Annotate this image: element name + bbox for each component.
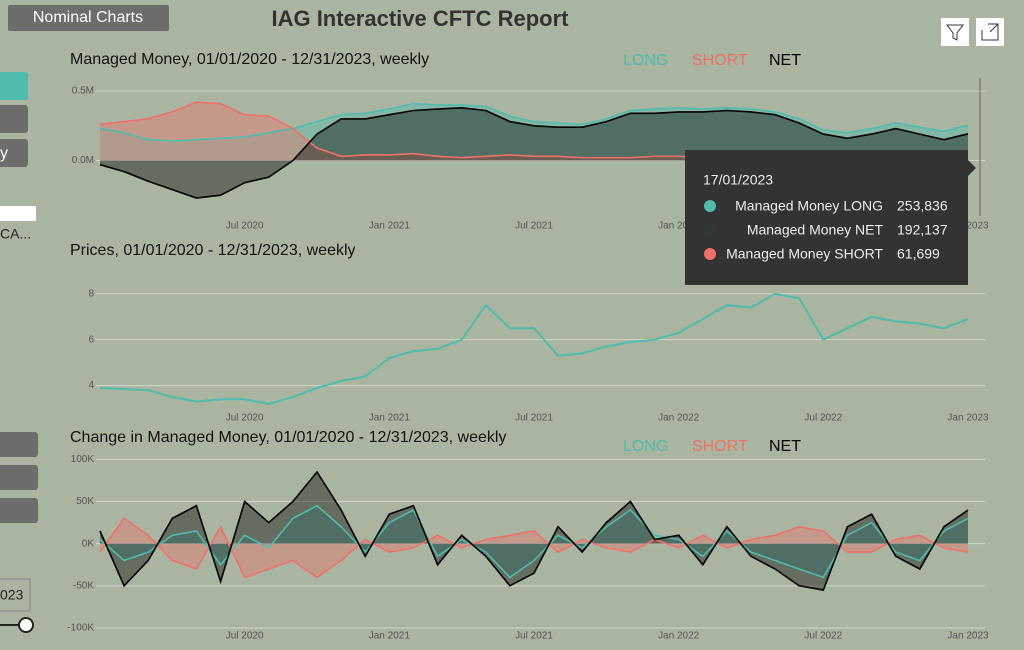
series-area: [100, 505, 968, 578]
tooltip-date: 17/01/2023: [703, 172, 773, 188]
sidebar-input[interactable]: [0, 206, 36, 221]
x-tick-label: Jan 2022: [658, 413, 700, 424]
y-tick-label: 0.0M: [72, 155, 94, 166]
x-tick-label: Jul 2021: [515, 631, 553, 642]
tooltip-dot: [704, 248, 716, 260]
y-tick-label: 0.5M: [72, 86, 94, 97]
x-tick-label: Jan 2021: [369, 631, 411, 642]
series-line: [99, 470, 969, 592]
filter-glyph: [946, 24, 964, 41]
tooltip-label: Managed Money SHORT: [726, 246, 883, 262]
y-tick-label: 100K: [71, 454, 95, 465]
series-area: [100, 107, 968, 198]
y-tick-label: -50K: [73, 580, 94, 591]
slider-handle[interactable]: [18, 617, 34, 633]
tooltip-dot: [704, 200, 716, 212]
x-tick-label: Jul 2021: [515, 413, 553, 424]
tooltip-arrow: [968, 160, 976, 176]
y-tick-label: 50K: [76, 496, 94, 507]
charts: Managed Money, 01/01/2020 - 12/31/2023, …: [67, 51, 989, 641]
tooltip-value: 253,836: [897, 198, 948, 214]
series-line: [99, 106, 969, 199]
x-tick-label: Jan 2021: [369, 413, 411, 424]
legend-entry: LONG: [623, 52, 668, 69]
chart-title: Prices, 01/01/2020 - 12/31/2023, weekly: [70, 242, 356, 259]
series-area: [100, 472, 968, 591]
tooltip-label: Managed Money LONG: [735, 198, 883, 214]
filter-icon[interactable]: [941, 18, 969, 46]
tooltip-label: Managed Money NET: [747, 222, 884, 238]
series-line: [99, 102, 969, 142]
tooltip-value: 192,137: [897, 222, 948, 238]
sidebar-button[interactable]: [0, 139, 28, 167]
x-tick-label: Jan 2022: [658, 631, 700, 642]
tooltip-box: [685, 150, 968, 285]
price-line: [99, 292, 969, 405]
legend-entry: NET: [769, 52, 801, 69]
x-tick-label: Jul 2020: [226, 413, 264, 424]
tooltip: 17/01/2023 Managed Money LONG 253,836 Ma…: [685, 150, 976, 285]
series-line: [99, 517, 969, 579]
sidebar-button[interactable]: [0, 72, 28, 100]
nominal-button[interactable]: [8, 5, 169, 31]
series-line: [99, 504, 969, 579]
report-title: IAG Interactive CFTC Report: [271, 6, 569, 31]
sidebar-button[interactable]: [0, 105, 28, 133]
x-tick-label: Jan 2022: [658, 221, 700, 232]
x-tick-label: Jul 2021: [515, 221, 553, 232]
sidebar-label: y: [0, 145, 8, 162]
y-tick-label: 8: [88, 288, 94, 299]
series-area: [100, 518, 968, 578]
chart-title: Change in Managed Money, 01/01/2020 - 12…: [70, 429, 506, 446]
x-tick-label: Jul 2020: [226, 631, 264, 642]
sidebar-button[interactable]: [0, 432, 38, 457]
x-tick-label: Jul 2022: [804, 631, 842, 642]
sidebar-label: CA...: [0, 226, 31, 242]
legend-entry: SHORT: [692, 438, 748, 455]
y-tick-label: 4: [88, 380, 94, 391]
y-tick-label: 6: [88, 334, 94, 345]
legend-entry: SHORT: [692, 52, 748, 69]
sidebar-button[interactable]: [0, 498, 38, 523]
tooltip-value: 61,699: [897, 246, 940, 262]
button-label[interactable]: Nominal Charts: [33, 9, 143, 26]
x-tick-label: Jul 2020: [226, 221, 264, 232]
legend-entry: NET: [769, 438, 801, 455]
y-tick-label: -100K: [67, 623, 94, 634]
x-tick-label: Jan 2023: [947, 413, 989, 424]
sidebar-button[interactable]: [0, 465, 38, 490]
tooltip-dot: [704, 224, 716, 236]
x-tick-label: Jan 2021: [369, 221, 411, 232]
x-tick-label: Jan 2023: [947, 631, 989, 642]
expand-glyph: [981, 23, 999, 41]
legend-entry: LONG: [623, 438, 668, 455]
x-tick-label: Jan 2023: [947, 221, 989, 232]
y-tick-label: 0K: [82, 538, 95, 549]
series-area: [100, 103, 968, 161]
year-box[interactable]: [0, 578, 31, 612]
year-text: 023: [0, 587, 24, 603]
x-tick-label: Jul 2022: [804, 413, 842, 424]
chart-title: Managed Money, 01/01/2020 - 12/31/2023, …: [70, 51, 429, 68]
